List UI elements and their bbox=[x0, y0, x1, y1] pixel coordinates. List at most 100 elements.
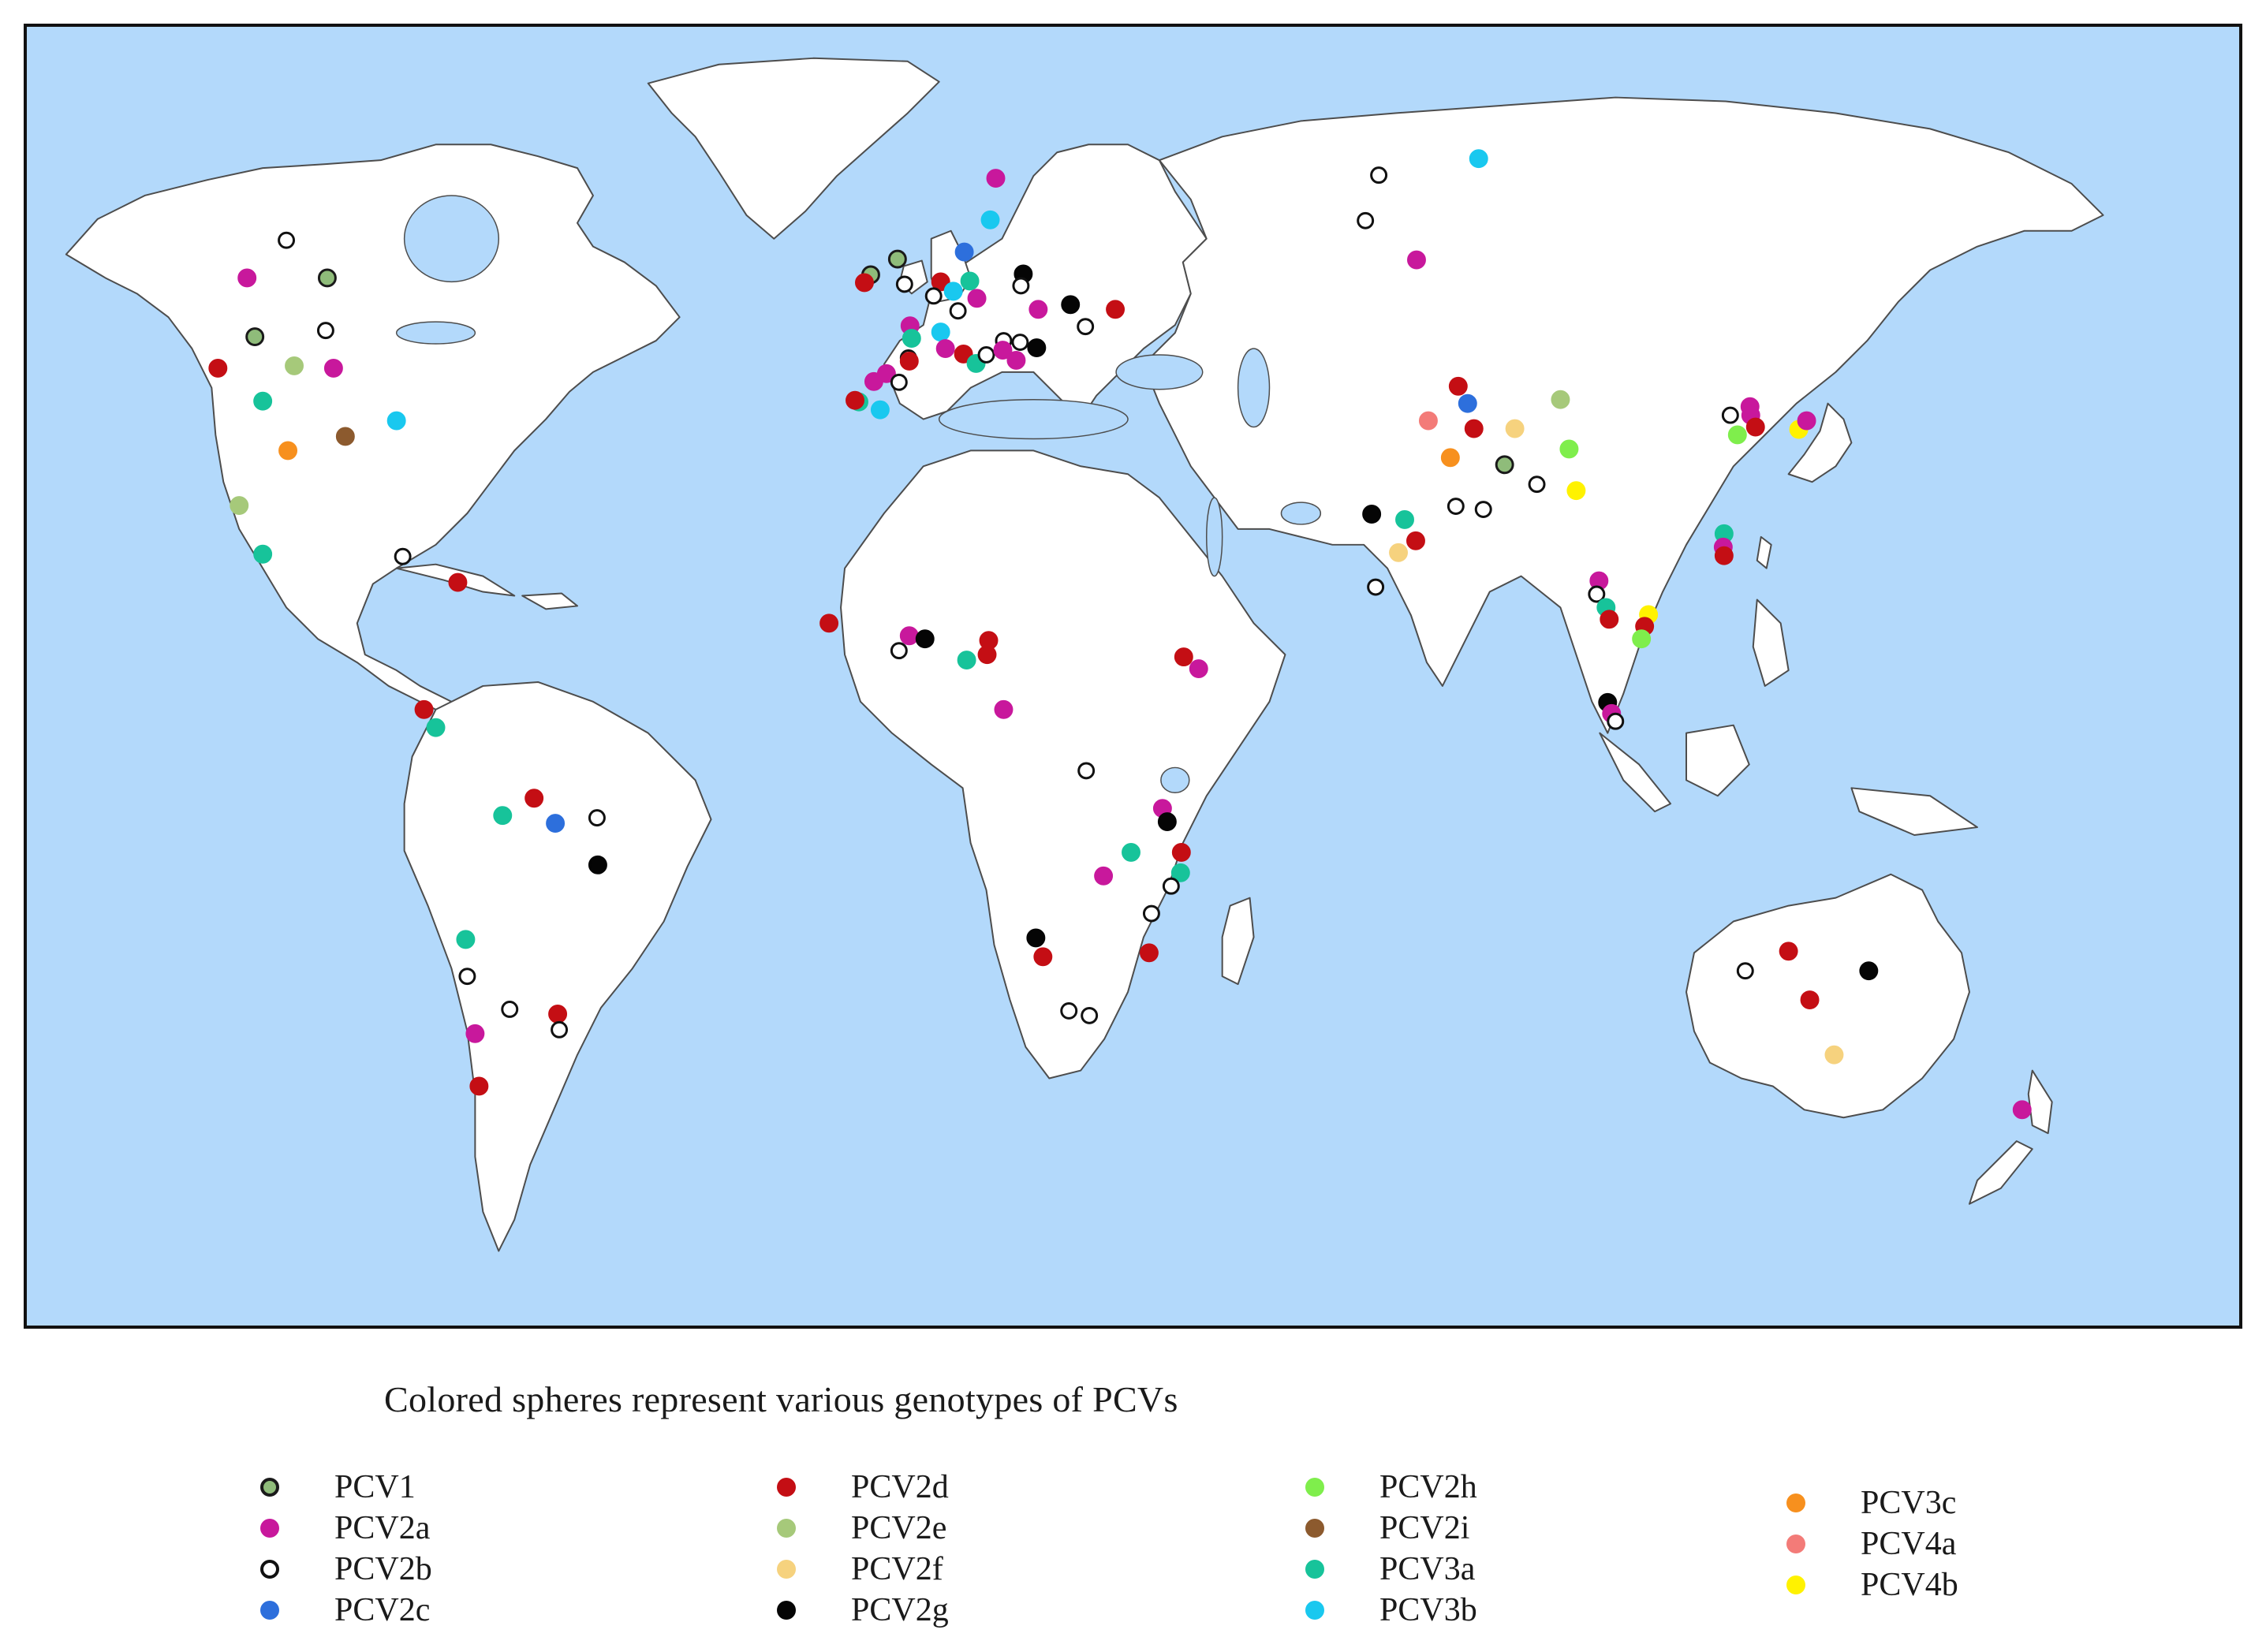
marker-pcv2c-brazil bbox=[546, 814, 566, 833]
marker-pcv3a-india bbox=[1395, 510, 1414, 529]
legend-item-pcv3a: PCV3a bbox=[1305, 1549, 1684, 1590]
marker-pcv2d-russia bbox=[1448, 376, 1468, 396]
marker-pcv2a-serbia bbox=[1006, 351, 1026, 370]
legend-dot-pcv2a bbox=[260, 1519, 279, 1538]
marker-pcv2a-senegal bbox=[899, 626, 919, 646]
marker-pcv2h-korea bbox=[1727, 425, 1747, 445]
marker-pcv2a-czechia bbox=[1028, 300, 1048, 319]
marker-pcv2b-spain bbox=[890, 373, 908, 391]
marker-pcv2a-sweden bbox=[986, 169, 1006, 188]
marker-pcv2d-ireland bbox=[855, 273, 874, 293]
marker-pcv2d-usa bbox=[208, 358, 228, 378]
legend-column: PCV2h PCV2i PCV3a PCV3b bbox=[1305, 1467, 1684, 1631]
marker-pcv2b-india bbox=[1367, 578, 1385, 596]
marker-pcv3b-usa bbox=[386, 411, 406, 431]
marker-pcv2g-romania bbox=[1061, 295, 1081, 315]
caspian-sea bbox=[1237, 348, 1271, 428]
marker-pcv2d-namibia bbox=[1033, 947, 1053, 967]
marker-pcv2e-china bbox=[1551, 390, 1570, 409]
marker-pcv3c-usa bbox=[278, 441, 298, 461]
marker-pcv2d-taiwan bbox=[1714, 546, 1734, 565]
marker-pcv2d-south-africa bbox=[1779, 942, 1798, 961]
marker-pcv2d-china bbox=[1464, 419, 1484, 438]
philippines bbox=[1752, 599, 1790, 687]
marker-pcv3b-spain bbox=[870, 400, 890, 420]
legend-dot-pcv2c bbox=[260, 1601, 279, 1620]
legend-item-pcv2a: PCV2a bbox=[260, 1508, 639, 1549]
marker-pcv2a-croatia bbox=[993, 341, 1013, 360]
marker-pcv2c-denmark bbox=[954, 242, 974, 262]
marker-pcv2b-australia bbox=[1736, 962, 1754, 980]
marker-pcv3a-mexico bbox=[253, 544, 273, 564]
legend-label: PCV4b bbox=[1861, 1567, 1958, 1603]
marker-pcv3c-china bbox=[1440, 448, 1460, 468]
marker-pcv4b-china bbox=[1566, 481, 1586, 501]
marker-pcv2b-argentina bbox=[501, 1001, 519, 1018]
madagascar bbox=[1221, 897, 1255, 986]
marker-pcv2b-uruguay bbox=[551, 1020, 569, 1039]
legend-label: PCV2e bbox=[851, 1510, 947, 1546]
marker-pcv2d-ukraine bbox=[1106, 300, 1126, 319]
marker-pcv2d-australia bbox=[1800, 990, 1820, 1009]
australia bbox=[1686, 873, 1970, 1119]
marker-pcv2f-india bbox=[1389, 543, 1409, 562]
sumatra bbox=[1599, 732, 1672, 813]
new-guinea bbox=[1850, 787, 1978, 837]
marker-pcv2d-spain bbox=[846, 390, 864, 410]
marker-pcv2g-burkina-faso bbox=[915, 629, 935, 649]
legend-label: PCV2a bbox=[334, 1510, 431, 1546]
legend-label: PCV3a bbox=[1379, 1551, 1476, 1587]
legend-column: PCV2d PCV2e PCV2f PCV2g bbox=[777, 1467, 1155, 1631]
legend-item-pcv2g: PCV2g bbox=[777, 1590, 1155, 1631]
marker-pcv2b-mozambique bbox=[1162, 877, 1180, 895]
marker-pcv2h-china bbox=[1559, 439, 1579, 459]
marker-pcv2h-vietnam bbox=[1632, 629, 1652, 649]
world-map-canvas bbox=[27, 27, 2239, 1326]
marker-pcv2b-malaysia bbox=[1607, 712, 1625, 730]
legend-label: PCV2d bbox=[851, 1469, 949, 1505]
marker-pcv2i-usa bbox=[335, 427, 355, 446]
hudson-bay bbox=[403, 195, 500, 283]
marker-pcv2b-italy bbox=[977, 346, 995, 364]
marker-pcv2d-italy bbox=[954, 345, 973, 364]
marker-pcv2g-mozambique bbox=[1026, 928, 1046, 948]
marker-pcv2a-russia bbox=[1407, 250, 1426, 270]
marker-pcv4a-china bbox=[1418, 411, 1438, 431]
north-america bbox=[65, 144, 681, 734]
marker-pcv2b-usa bbox=[316, 322, 334, 340]
marker-pcv2b-russia bbox=[1357, 211, 1375, 229]
marker-pcv2d-korea bbox=[1745, 417, 1765, 437]
marker-pcv2b-ethiopia bbox=[1077, 762, 1096, 780]
taiwan bbox=[1756, 535, 1772, 569]
marker-pcv3b-switzerland bbox=[931, 323, 950, 342]
marker-pcv2b-germany bbox=[949, 302, 967, 320]
marker-pcv2b-serbia bbox=[1011, 334, 1029, 352]
marker-pcv2a-germany bbox=[967, 289, 987, 308]
persian-gulf bbox=[1280, 502, 1322, 525]
legend-dot-pcv4b bbox=[1786, 1576, 1805, 1594]
marker-pcv3b-germany bbox=[943, 282, 963, 301]
legend-dot-pcv2b bbox=[260, 1560, 279, 1579]
marker-pcv1-uk bbox=[887, 249, 907, 269]
marker-pcv2b-brazil bbox=[588, 809, 606, 827]
marker-pcv2g-bangladesh bbox=[1362, 505, 1382, 524]
legend-item-pcv2d: PCV2d bbox=[777, 1467, 1155, 1508]
legend-dot-pcv2i bbox=[1305, 1519, 1324, 1538]
marker-pcv2b-burkina-faso bbox=[890, 642, 908, 660]
marker-pcv2f-china bbox=[1505, 419, 1525, 438]
marker-pcv2d-netherlands bbox=[931, 272, 950, 292]
legend-item-pcv2b: PCV2b bbox=[260, 1549, 639, 1590]
marker-pcv2a-spain bbox=[864, 371, 883, 391]
legend-item-pcv2i: PCV2i bbox=[1305, 1508, 1684, 1549]
marker-pcv2f-australia bbox=[1824, 1045, 1844, 1065]
marker-pcv2d-cameroon bbox=[1174, 647, 1193, 667]
legend-dot-pcv4a bbox=[1786, 1535, 1805, 1553]
legend-label: PCV2g bbox=[851, 1592, 949, 1628]
lake-victoria bbox=[1160, 766, 1190, 794]
marker-pcv2b-belgium bbox=[924, 287, 943, 305]
marker-pcv2d-uruguay bbox=[548, 1004, 568, 1024]
marker-pcv2a-italy bbox=[935, 339, 955, 358]
legend-item-pcv3b: PCV3b bbox=[1305, 1590, 1684, 1631]
marker-pcv2b-canada bbox=[278, 231, 296, 249]
marker-pcv1-usa bbox=[245, 327, 265, 347]
